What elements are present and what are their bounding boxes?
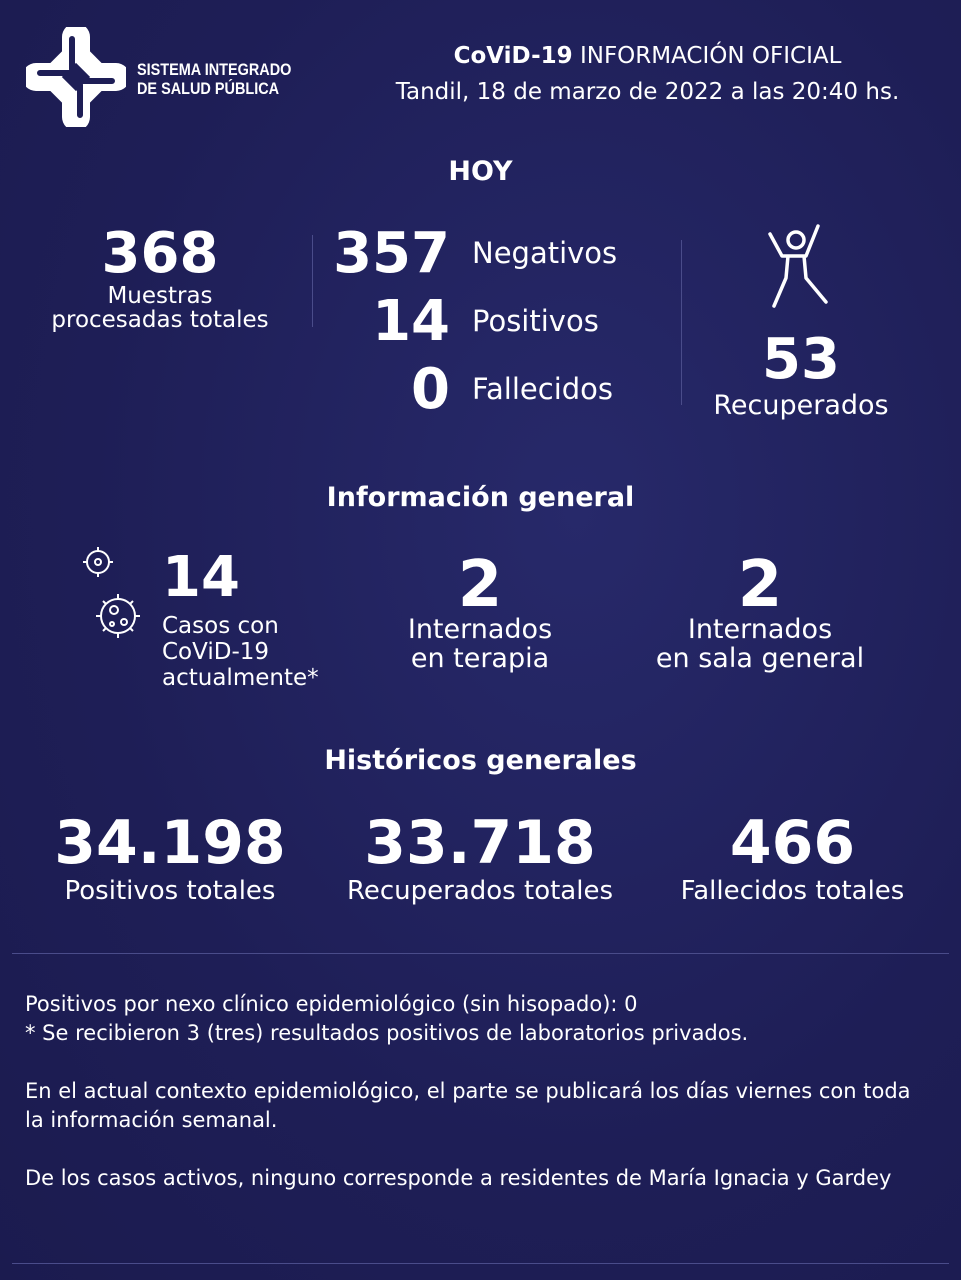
- fallecidos-label: Fallecidos: [472, 372, 614, 406]
- negativos-label: Negativos: [472, 236, 618, 270]
- footer-notes: Positivos por nexo clínico epidemiológic…: [25, 990, 935, 1193]
- hist-recuperados-value: 33.718: [364, 808, 596, 878]
- casos-value: 14: [162, 545, 240, 610]
- terapia-value: 2: [457, 548, 503, 622]
- header: CoViD-19 INFORMACIÓN OFICIAL Tandil, 18 …: [360, 38, 935, 110]
- hist-fallecidos-label: Fallecidos totales: [680, 876, 905, 906]
- recuperados-stat: 53 Recuperados: [690, 327, 912, 422]
- muestras-label: Muestras: [107, 283, 213, 309]
- hist-fallecidos-value: 466: [729, 808, 856, 878]
- section-historicos: Históricos generales: [324, 745, 637, 776]
- muestras-value: 368: [101, 221, 219, 286]
- title-bold: CoViD-19: [453, 43, 573, 69]
- logo-icon: [26, 27, 126, 127]
- hist-positivos-value: 34.198: [54, 808, 286, 878]
- hist-recuperados-label: Recuperados totales: [346, 876, 613, 906]
- terapia-label1: Internados: [407, 614, 553, 645]
- recuperados-value: 53: [762, 327, 840, 392]
- divider: [681, 240, 682, 405]
- logo-line2: DE SALUD PÚBLICA: [137, 79, 280, 98]
- section-general: Información general: [326, 482, 635, 513]
- person-jumping-icon: [768, 224, 828, 308]
- divider: [12, 1263, 949, 1264]
- fallecidos-value: 0: [411, 357, 450, 422]
- sala-value: 2: [737, 548, 783, 622]
- divider: [312, 235, 313, 327]
- negativos-value: 357: [333, 221, 450, 286]
- terapia-stat: 2 Internados en terapia: [360, 548, 600, 674]
- hist-fallecidos: 466 Fallecidos totales: [660, 810, 925, 906]
- casos-label2: CoViD-19: [162, 639, 270, 665]
- hist-recuperados: 33.718 Recuperados totales: [330, 810, 630, 906]
- recuperados-label: Recuperados: [713, 390, 889, 421]
- footer-line1: Positivos por nexo clínico epidemiológic…: [25, 992, 638, 1016]
- positivos-label: Positivos: [472, 304, 599, 338]
- virus-icon: [83, 547, 140, 638]
- hoy-values: 357 14 0: [330, 224, 450, 428]
- logo-line1: SISTEMA INTEGRADO: [137, 60, 292, 79]
- title-rest: INFORMACIÓN OFICIAL: [572, 43, 842, 69]
- casos-stat: 14 Casos con CoViD-19 actualmente*: [162, 545, 319, 691]
- hoy-labels: Negativos Positivos Fallecidos: [472, 236, 617, 440]
- hist-positivos-label: Positivos totales: [64, 876, 276, 906]
- casos-label3: actualmente*: [162, 665, 319, 691]
- footer-line2: * Se recibieron 3 (tres) resultados posi…: [25, 1021, 749, 1045]
- terapia-label2: en terapia: [410, 643, 550, 674]
- hist-positivos: 34.198 Positivos totales: [30, 810, 310, 906]
- footer-para2: En el actual contexto epidemiológico, el…: [25, 1079, 911, 1132]
- sala-label1: Internados: [687, 614, 833, 645]
- casos-label1: Casos con: [162, 613, 279, 639]
- logo-text: SISTEMA INTEGRADO DE SALUD PÚBLICA: [137, 60, 291, 98]
- muestras-label2: procesadas totales: [51, 307, 269, 333]
- sala-stat: 2 Internados en sala general: [630, 548, 890, 674]
- footer-para3: De los casos activos, ninguno correspond…: [25, 1166, 892, 1190]
- header-subtitle: Tandil, 18 de marzo de 2022 a las 20:40 …: [395, 79, 900, 105]
- header-title: CoViD-19 INFORMACIÓN OFICIAL: [360, 38, 935, 74]
- muestras-stat: 368 Muestras procesadas totales: [30, 221, 290, 333]
- positivos-value: 14: [372, 289, 450, 354]
- divider: [12, 953, 949, 954]
- section-hoy: HOY: [448, 156, 513, 187]
- sala-label2: en sala general: [655, 643, 865, 674]
